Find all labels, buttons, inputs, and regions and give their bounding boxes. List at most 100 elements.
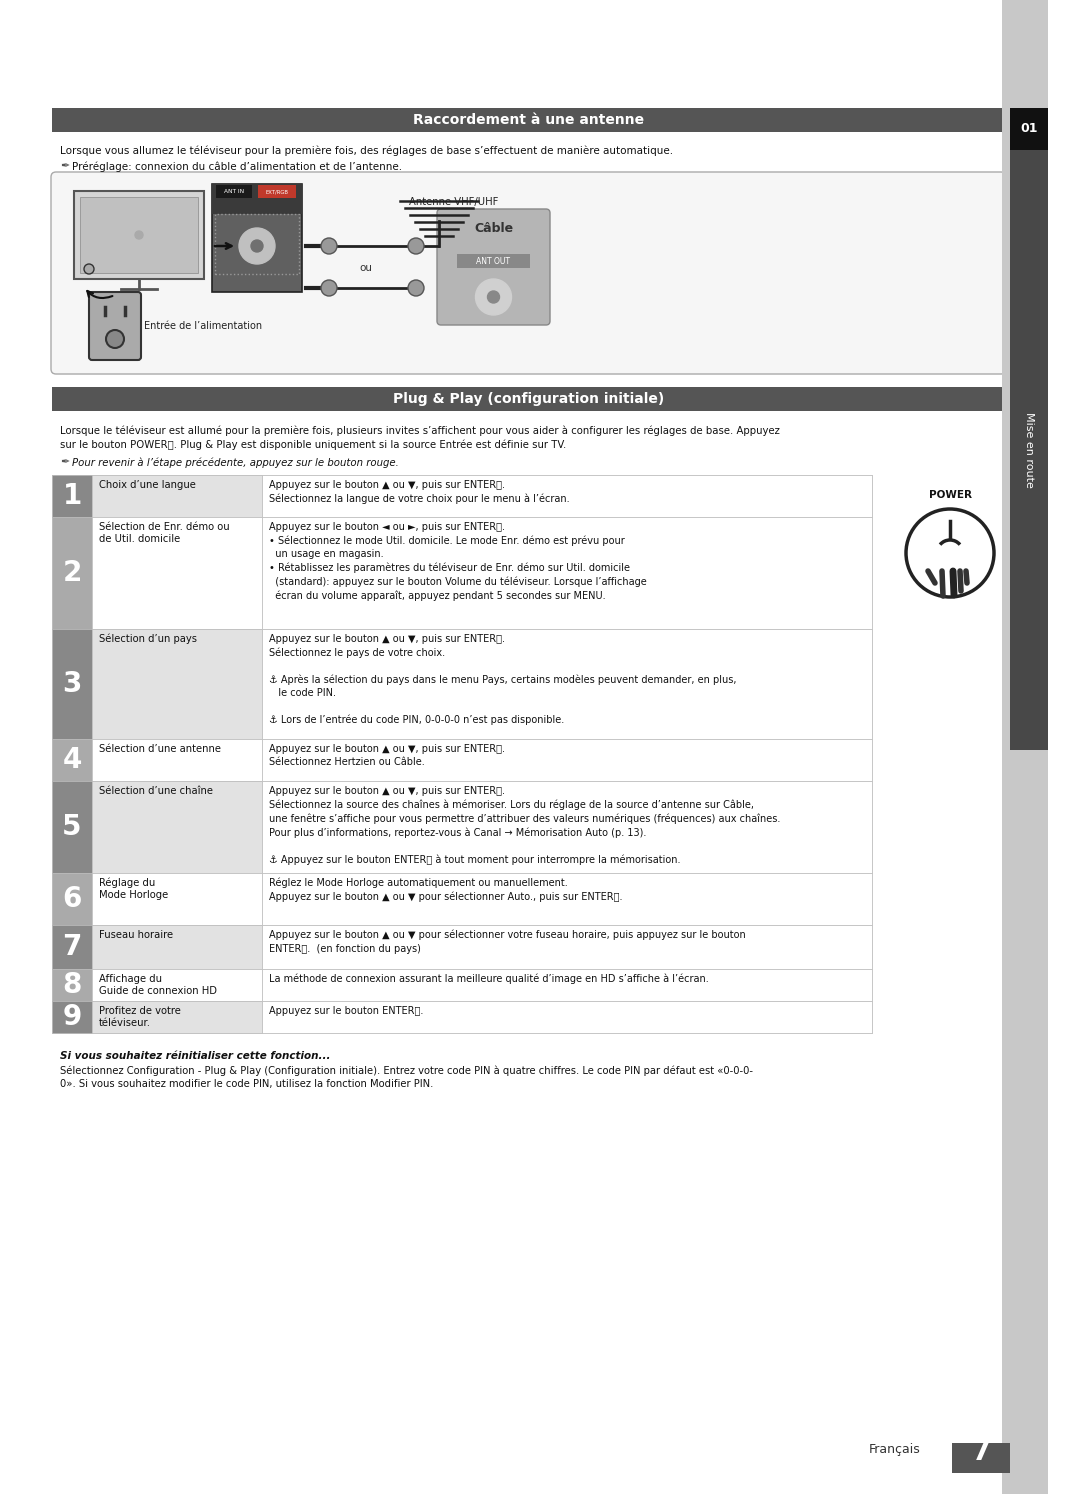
Text: Choix d’une langue: Choix d’une langue <box>99 480 195 490</box>
Bar <box>52 872 92 925</box>
Circle shape <box>106 330 124 348</box>
FancyBboxPatch shape <box>212 184 302 291</box>
Text: Fuseau horaire: Fuseau horaire <box>99 929 173 940</box>
Text: 3: 3 <box>63 669 82 698</box>
Circle shape <box>487 291 499 303</box>
Text: Sélectionnez Configuration - Plug & Play (Configuration initiale). Entrez votre : Sélectionnez Configuration - Plug & Play… <box>60 1067 753 1077</box>
Text: 8: 8 <box>63 971 82 999</box>
Text: Raccordement à une antenne: Raccordement à une antenne <box>413 114 644 127</box>
Text: 7: 7 <box>971 1439 990 1466</box>
Text: Pour revenir à l’étape précédente, appuyez sur le bouton rouge.: Pour revenir à l’étape précédente, appuy… <box>72 457 399 468</box>
Bar <box>92 781 262 872</box>
Circle shape <box>84 264 94 273</box>
Bar <box>52 1001 92 1032</box>
Text: ou: ou <box>360 263 373 273</box>
FancyBboxPatch shape <box>89 291 141 360</box>
Bar <box>52 781 872 872</box>
Text: Réglez le Mode Horloge automatiquement ou manuellement.
Appuyez sur le bouton ▲ : Réglez le Mode Horloge automatiquement o… <box>269 878 622 902</box>
Text: POWER: POWER <box>929 490 972 500</box>
Text: Plug & Play (configuration initiale): Plug & Play (configuration initiale) <box>393 391 664 406</box>
Text: Appuyez sur le bouton ◄ ou ►, puis sur ENTERⓔ.
• Sélectionnez le mode Util. domi: Appuyez sur le bouton ◄ ou ►, puis sur E… <box>269 521 647 601</box>
Text: ✒: ✒ <box>60 161 69 170</box>
Text: Sélection d’une chaîne: Sélection d’une chaîne <box>99 786 213 796</box>
Bar <box>1002 0 1048 1494</box>
FancyBboxPatch shape <box>437 209 550 326</box>
Text: Sélection d’un pays: Sélection d’un pays <box>99 633 197 644</box>
Text: Appuyez sur le bouton ▲ ou ▼, puis sur ENTERⓔ.
Sélectionnez Hertzien ou Câble.: Appuyez sur le bouton ▲ ou ▼, puis sur E… <box>269 744 505 768</box>
Circle shape <box>408 238 424 254</box>
Bar <box>92 629 262 740</box>
Text: 4: 4 <box>63 746 82 774</box>
Text: Appuyez sur le bouton ▲ ou ▼, puis sur ENTERⓔ.
Sélectionnez le pays de votre cho: Appuyez sur le bouton ▲ ou ▼, puis sur E… <box>269 633 737 725</box>
Bar <box>52 629 92 740</box>
Text: Réglage du
Mode Horloge: Réglage du Mode Horloge <box>99 878 168 899</box>
Bar <box>216 185 252 199</box>
Bar <box>92 475 262 517</box>
Bar <box>52 740 92 781</box>
Bar <box>52 475 872 517</box>
Text: Préréglage: connexion du câble d’alimentation et de l’antenne.: Préréglage: connexion du câble d’aliment… <box>72 161 402 172</box>
Bar <box>52 1001 872 1032</box>
Text: Appuyez sur le bouton ENTERⓔ.: Appuyez sur le bouton ENTERⓔ. <box>269 1005 423 1016</box>
Bar <box>92 872 262 925</box>
Text: Affichage du
Guide de connexion HD: Affichage du Guide de connexion HD <box>99 974 217 995</box>
Text: Lorsque vous allumez le téléviseur pour la première fois, des réglages de base s: Lorsque vous allumez le téléviseur pour … <box>60 146 673 157</box>
Bar <box>92 740 262 781</box>
Text: Appuyez sur le bouton ▲ ou ▼ pour sélectionner votre fuseau horaire, puis appuye: Appuyez sur le bouton ▲ ou ▼ pour sélect… <box>269 929 746 953</box>
Bar <box>52 970 92 1001</box>
Bar <box>258 185 296 199</box>
Bar <box>1010 108 1048 149</box>
Text: ANT IN: ANT IN <box>224 190 244 194</box>
Bar <box>52 872 872 925</box>
Circle shape <box>408 279 424 296</box>
Text: La méthode de connexion assurant la meilleure qualité d’image en HD s’affiche à : La méthode de connexion assurant la meil… <box>269 974 708 985</box>
Bar <box>80 197 198 273</box>
Circle shape <box>135 232 143 239</box>
Text: 6: 6 <box>63 884 82 913</box>
Bar <box>262 740 872 781</box>
Bar <box>52 925 92 970</box>
Text: Profitez de votre
téléviseur.: Profitez de votre téléviseur. <box>99 1005 180 1028</box>
Text: 0». Si vous souhaitez modifier le code PIN, utilisez la fonction Modifier PIN.: 0». Si vous souhaitez modifier le code P… <box>60 1079 433 1089</box>
Bar <box>52 387 1005 411</box>
Circle shape <box>321 238 337 254</box>
Text: sur le bouton POWERⓘ. Plug & Play est disponible uniquement si la source Entrée : sur le bouton POWERⓘ. Plug & Play est di… <box>60 439 566 450</box>
FancyBboxPatch shape <box>51 172 1005 374</box>
Text: Si vous souhaitez réinitialiser cette fonction...: Si vous souhaitez réinitialiser cette fo… <box>60 1050 330 1061</box>
Bar <box>92 970 262 1001</box>
Text: Sélection d’une antenne: Sélection d’une antenne <box>99 744 221 754</box>
Text: Appuyez sur le bouton ▲ ou ▼, puis sur ENTERⓔ.
Sélectionnez la source des chaîne: Appuyez sur le bouton ▲ ou ▼, puis sur E… <box>269 786 781 865</box>
Circle shape <box>321 279 337 296</box>
Text: Entrée de l’alimentation: Entrée de l’alimentation <box>144 321 262 332</box>
Text: 7: 7 <box>63 932 82 961</box>
Circle shape <box>475 279 512 315</box>
Bar <box>52 970 872 1001</box>
Circle shape <box>251 241 264 252</box>
Bar <box>52 475 92 517</box>
Bar <box>262 970 872 1001</box>
Bar <box>262 517 872 629</box>
Text: Appuyez sur le bouton ▲ ou ▼, puis sur ENTERⓔ.
Sélectionnez la langue de votre c: Appuyez sur le bouton ▲ ou ▼, puis sur E… <box>269 480 569 503</box>
Bar <box>52 781 92 872</box>
Bar <box>262 781 872 872</box>
Text: 01: 01 <box>1021 123 1038 136</box>
Bar <box>262 872 872 925</box>
Bar <box>262 629 872 740</box>
Bar <box>262 475 872 517</box>
Bar <box>212 184 302 214</box>
Text: EXT/RGB: EXT/RGB <box>266 190 288 194</box>
Text: Mise en route: Mise en route <box>1024 412 1034 489</box>
Circle shape <box>239 229 275 264</box>
Bar <box>92 1001 262 1032</box>
Bar <box>262 925 872 970</box>
Text: Antenne VHF/UHF: Antenne VHF/UHF <box>409 197 498 208</box>
Bar <box>52 629 872 740</box>
Bar <box>92 925 262 970</box>
FancyBboxPatch shape <box>75 191 204 279</box>
Bar <box>1010 149 1048 750</box>
Text: 1: 1 <box>63 483 82 509</box>
Bar <box>215 214 299 273</box>
Text: Lorsque le téléviseur est allumé pour la première fois, plusieurs invites s’affi: Lorsque le téléviseur est allumé pour la… <box>60 424 780 435</box>
Bar <box>262 1001 872 1032</box>
Bar <box>951 1443 1010 1473</box>
